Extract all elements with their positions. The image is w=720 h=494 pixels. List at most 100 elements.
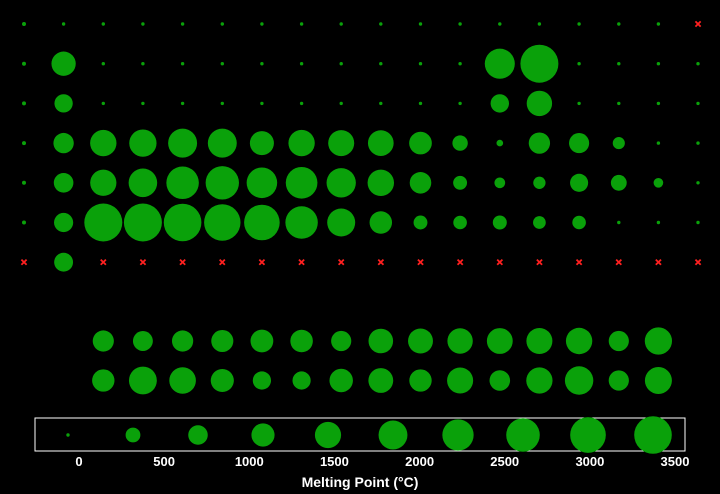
- element-point: [526, 90, 553, 117]
- element-point: [53, 172, 74, 193]
- element-point: [53, 132, 74, 154]
- element-point: [696, 220, 700, 225]
- legend-scale-point: [378, 420, 408, 450]
- legend-scale-point: [251, 423, 275, 447]
- element-point: [379, 62, 383, 66]
- legend-scale-point: [125, 427, 141, 443]
- element-point: [328, 130, 355, 157]
- element-point: [696, 101, 700, 106]
- f-block-element-point: [92, 369, 115, 392]
- x-tick-label: 3000: [575, 454, 604, 469]
- missing-value-mark: [694, 258, 702, 266]
- element-point: [494, 177, 506, 189]
- element-point: [490, 94, 510, 113]
- element-point: [533, 176, 546, 189]
- element-point: [101, 101, 106, 106]
- element-point: [339, 101, 343, 106]
- element-point: [617, 22, 621, 26]
- element-point: [496, 139, 504, 147]
- element-point: [617, 220, 621, 225]
- element-point: [207, 128, 237, 158]
- element-point: [288, 129, 315, 157]
- f-block-element-point: [489, 370, 511, 391]
- element-point: [90, 169, 117, 196]
- element-point: [379, 22, 383, 26]
- legend-box: [34, 417, 686, 452]
- missing-value-mark: [456, 258, 464, 266]
- element-point: [54, 212, 74, 233]
- f-block-element-point: [128, 366, 157, 395]
- element-point: [528, 132, 551, 154]
- missing-value-mark: [377, 258, 385, 266]
- legend-scale-point: [188, 425, 208, 445]
- element-point: [413, 215, 428, 230]
- element-point: [285, 166, 318, 199]
- f-block-element-point: [132, 331, 153, 351]
- element-point: [101, 22, 106, 26]
- x-tick-label: 2500: [490, 454, 519, 469]
- element-point: [327, 208, 356, 237]
- missing-value-mark: [258, 258, 266, 266]
- element-point: [326, 168, 356, 198]
- element-point: [453, 175, 468, 190]
- element-point: [696, 62, 700, 66]
- element-point: [452, 135, 468, 151]
- missing-value-mark: [219, 258, 226, 266]
- x-tick-label: 1500: [320, 454, 349, 469]
- element-point: [610, 174, 627, 191]
- f-block-element-point: [526, 327, 553, 355]
- element-point: [572, 215, 586, 230]
- f-block-element-point: [169, 367, 196, 394]
- element-point: [84, 203, 123, 242]
- element-point: [163, 203, 202, 242]
- element-point: [537, 22, 542, 26]
- element-point: [656, 220, 661, 225]
- element-point: [141, 62, 145, 66]
- element-point: [369, 211, 393, 234]
- element-point: [204, 204, 241, 241]
- chart-marks: [20, 20, 702, 395]
- legend-scale-point: [442, 419, 474, 451]
- legend-scale-point: [66, 433, 70, 437]
- element-point: [418, 22, 423, 26]
- element-point: [696, 181, 700, 185]
- missing-value-mark: [139, 258, 147, 266]
- f-block-element-point: [252, 371, 272, 390]
- element-point: [141, 22, 145, 26]
- f-block-element-point: [368, 368, 394, 393]
- f-block-element-point: [292, 371, 311, 390]
- element-point: [244, 204, 280, 241]
- missing-value-mark: [615, 258, 622, 266]
- element-point: [379, 101, 383, 106]
- element-point: [180, 22, 185, 26]
- f-block-element-point: [644, 327, 673, 355]
- element-point: [22, 101, 26, 106]
- element-point: [570, 173, 589, 192]
- x-tick-label: 0: [75, 454, 82, 469]
- f-block-element-point: [171, 330, 194, 352]
- element-point: [141, 101, 145, 106]
- f-block-element-point: [608, 370, 629, 391]
- f-block-element-point: [368, 328, 394, 354]
- f-block-element-point: [486, 328, 513, 354]
- element-point: [22, 180, 26, 185]
- element-point: [418, 101, 423, 106]
- legend-scale-point: [634, 416, 672, 454]
- f-block-element-point: [329, 368, 353, 393]
- element-point: [101, 62, 106, 66]
- element-point: [299, 101, 304, 106]
- element-point: [339, 22, 343, 26]
- element-point: [180, 101, 185, 106]
- element-point: [498, 22, 502, 26]
- f-block-element-point: [526, 367, 553, 394]
- f-block-element-point: [608, 330, 629, 352]
- f-block-element-point: [565, 327, 593, 355]
- missing-value-mark: [298, 258, 305, 266]
- f-block-element-point: [211, 329, 234, 353]
- element-point: [246, 167, 278, 199]
- element-point: [453, 215, 467, 230]
- element-point: [577, 62, 581, 66]
- element-point: [260, 62, 264, 66]
- missing-value-mark: [20, 258, 28, 266]
- element-point: [22, 220, 26, 225]
